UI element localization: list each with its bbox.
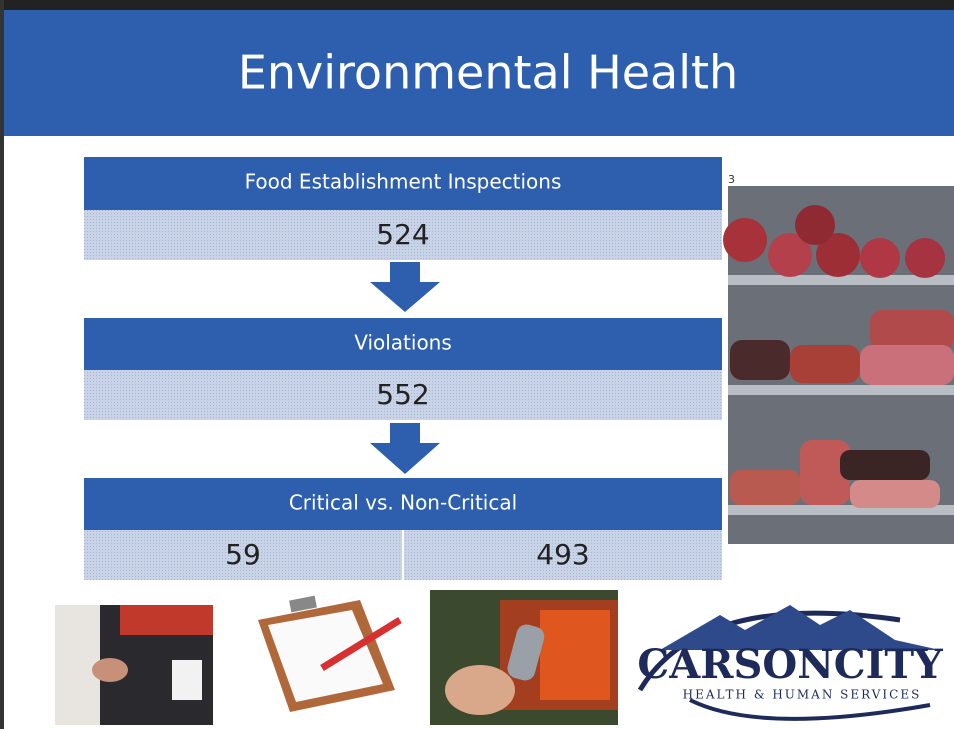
page: {"slide": {"title": "Environmental Healt… xyxy=(0,0,954,729)
arrow xyxy=(370,262,440,312)
border-left xyxy=(0,0,4,729)
photo-soda-fountain xyxy=(55,605,213,725)
photo-clipboard xyxy=(258,596,400,712)
photo-fridge xyxy=(723,186,954,544)
step-value: 552 xyxy=(376,378,429,411)
slide-number: 3 xyxy=(728,173,735,186)
step-label: Critical vs. Non-Critical xyxy=(289,491,517,515)
step-label: Food Establishment Inspections xyxy=(245,170,562,194)
photo-thermometer xyxy=(430,590,618,725)
border-top xyxy=(0,0,954,10)
step-value: 524 xyxy=(376,218,429,251)
step-label: Violations xyxy=(354,331,452,355)
title: Environmental Health xyxy=(238,46,738,100)
slide: Environmental Health 3 Food Establishmen… xyxy=(0,0,954,729)
logo-tagline: HEALTH & HUMAN SERVICES xyxy=(683,688,922,702)
step-value: 59 xyxy=(225,538,261,571)
logo-name: CARSONCITY xyxy=(637,641,943,688)
logo: CARSONCITY HEALTH & HUMAN SERVICES xyxy=(637,605,943,719)
step-value: 493 xyxy=(536,538,589,571)
arrow xyxy=(370,423,440,474)
